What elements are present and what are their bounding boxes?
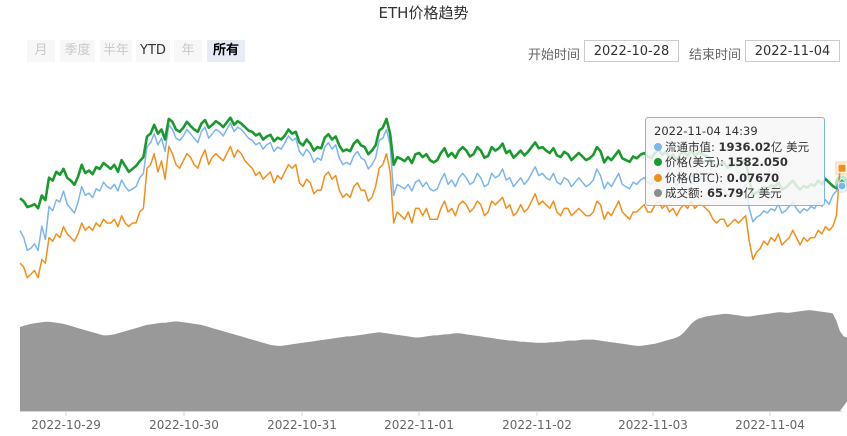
range-button-quarter[interactable]: 季度 xyxy=(60,40,95,62)
x-tick-label: 2022-10-30 xyxy=(149,418,219,432)
x-axis-ticks: 2022-10-29 2022-10-30 2022-10-31 2022-11-01… xyxy=(31,411,805,432)
range-button-ytd[interactable]: YTD xyxy=(136,40,170,62)
tooltip-value: 65.79 xyxy=(707,186,744,200)
x-tick-label: 2022-11-01 xyxy=(384,418,454,432)
series-dot-icon xyxy=(654,142,662,151)
x-tick-label: 2022-10-29 xyxy=(31,418,101,432)
tooltip-row-price-btc: 价格(BTC): 0.07670 xyxy=(654,171,816,187)
range-button-year[interactable]: 年 xyxy=(174,40,202,62)
start-date-input[interactable]: 2022-10-28 xyxy=(584,40,679,62)
tooltip-row-price-usd: 价格(美元): 1582.050 xyxy=(654,155,816,171)
chart-title: ETH价格趋势 xyxy=(378,4,469,22)
start-date-label: 开始时间 xyxy=(528,48,581,63)
tooltip-value: 0.07670 xyxy=(726,170,780,185)
tooltip-time: 2022-11-04 14:39 xyxy=(654,124,758,138)
tooltip-label: 成交额: xyxy=(665,186,708,200)
range-button-all[interactable]: 所有 xyxy=(207,40,245,62)
tooltip-unit: 亿 美元 xyxy=(770,139,810,154)
tooltip-label: 价格(BTC): xyxy=(665,170,727,185)
end-date-label: 结束时间 xyxy=(689,48,742,63)
series-dot-icon xyxy=(654,189,662,197)
volume-area xyxy=(20,310,847,411)
x-tick-label: 2022-10-31 xyxy=(267,418,337,432)
tooltip-row-market-cap: 流通市值: 1936.02亿 美元 xyxy=(654,140,816,156)
tooltip-label: 价格(美元): xyxy=(665,155,728,169)
series-dot-icon xyxy=(654,158,662,166)
x-tick-label: 2022-11-04 xyxy=(735,418,805,432)
price-btc-marker xyxy=(837,163,847,173)
end-date-input[interactable]: 2022-11-04 xyxy=(745,40,840,62)
x-tick-label: 2022-11-02 xyxy=(502,418,572,432)
tooltip-value: 1582.050 xyxy=(727,155,788,169)
x-tick-label: 2022-11-03 xyxy=(618,418,688,432)
tooltip: 2022-11-04 14:39 流通市值: 1936.02亿 美元 价格(美元… xyxy=(645,117,825,206)
range-button-month[interactable]: 月 xyxy=(27,40,55,62)
tooltip-row-volume: 成交额: 65.79亿 美元 xyxy=(654,186,816,202)
tooltip-unit: 亿 美元 xyxy=(743,186,782,200)
market-cap-marker xyxy=(837,181,847,191)
series-dot-icon xyxy=(654,173,662,182)
volume-series-group xyxy=(20,310,847,411)
tooltip-label: 流通市值: xyxy=(665,139,719,154)
tooltip-value: 1936.02 xyxy=(718,139,771,154)
hover-markers xyxy=(835,161,847,193)
range-button-half-year[interactable]: 半年 xyxy=(100,40,132,62)
